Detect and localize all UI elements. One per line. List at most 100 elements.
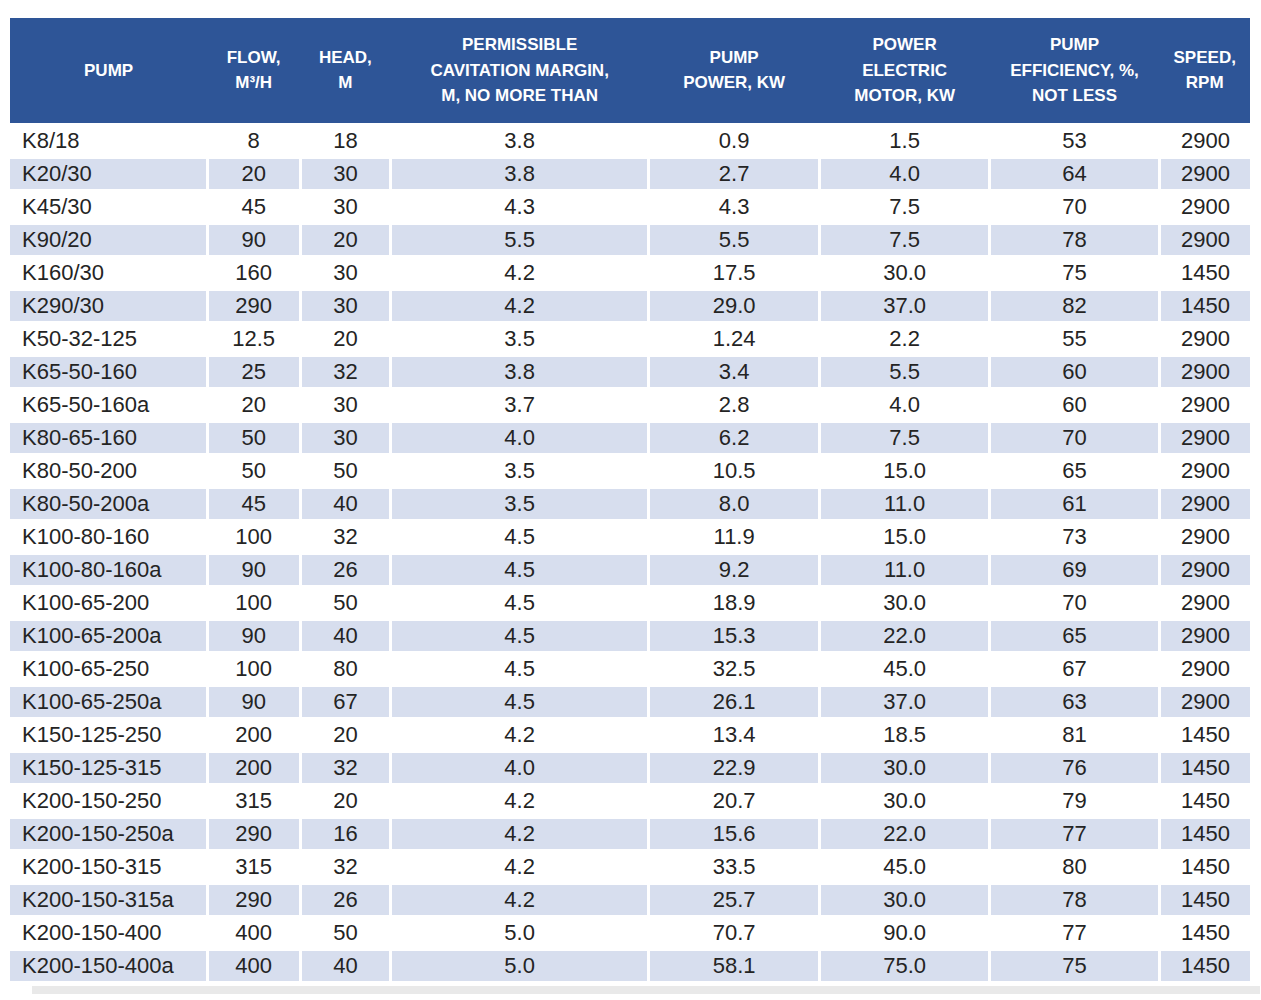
table-row: K80-50-20050503.510.515.0652900 (10, 454, 1250, 487)
table-row: K200-150-315a290264.225.730.0781450 (10, 883, 1250, 916)
pump-name-cell: K200-150-250 (10, 784, 207, 817)
table-cell: 8.0 (649, 487, 820, 520)
table-row: K100-80-160a90264.59.211.0692900 (10, 553, 1250, 586)
table-cell: 5.5 (649, 223, 820, 256)
table-cell: 20 (207, 157, 300, 190)
table-cell: 3.5 (391, 487, 649, 520)
table-row: K100-65-200100504.518.930.0702900 (10, 586, 1250, 619)
table-row: K50-32-12512.5203.51.242.2552900 (10, 322, 1250, 355)
table-cell: 30.0 (820, 751, 990, 784)
table-cell: 200 (207, 718, 300, 751)
table-cell: 20 (300, 223, 391, 256)
table-cell: 11.9 (649, 520, 820, 553)
table-cell: 32 (300, 520, 391, 553)
table-row: K65-50-16025323.83.45.5602900 (10, 355, 1250, 388)
pump-name-cell: K200-150-400 (10, 916, 207, 949)
table-cell: 30 (300, 190, 391, 223)
table-cell: 4.3 (391, 190, 649, 223)
table-cell: 30.0 (820, 883, 990, 916)
table-body: K8/188183.80.91.5532900K20/3020303.82.74… (10, 124, 1250, 982)
table-cell: 60 (990, 355, 1160, 388)
column-header-2: HEAD, M (300, 18, 391, 124)
table-cell: 45 (207, 190, 300, 223)
table-cell: 4.2 (391, 256, 649, 289)
table-row: K100-65-250100804.532.545.0672900 (10, 652, 1250, 685)
table-cell: 22.0 (820, 619, 990, 652)
table-cell: 4.5 (391, 619, 649, 652)
table-cell: 3.4 (649, 355, 820, 388)
table-cell: 63 (990, 685, 1160, 718)
table-cell: 4.2 (391, 850, 649, 883)
table-cell: 20.7 (649, 784, 820, 817)
table-row: K200-150-400a400405.058.175.0751450 (10, 949, 1250, 982)
table-cell: 3.8 (391, 157, 649, 190)
pump-name-cell: K100-80-160 (10, 520, 207, 553)
table-cell: 2900 (1159, 322, 1250, 355)
table-cell: 2900 (1159, 619, 1250, 652)
table-cell: 10.5 (649, 454, 820, 487)
table-cell: 30 (300, 289, 391, 322)
table-cell: 5.0 (391, 949, 649, 982)
table-cell: 4.5 (391, 520, 649, 553)
table-cell: 100 (207, 652, 300, 685)
table-cell: 2900 (1159, 388, 1250, 421)
column-header-7: SPEED, RPM (1159, 18, 1250, 124)
table-cell: 30 (300, 421, 391, 454)
table-cell: 70 (990, 421, 1160, 454)
table-cell: 2900 (1159, 355, 1250, 388)
pump-name-cell: K8/18 (10, 124, 207, 157)
table-cell: 55 (990, 322, 1160, 355)
table-cell: 2900 (1159, 487, 1250, 520)
table-cell: 7.5 (820, 190, 990, 223)
table-cell: 4.2 (391, 883, 649, 916)
table-row: K80-50-200a45403.58.011.0612900 (10, 487, 1250, 520)
table-cell: 4.2 (391, 784, 649, 817)
table-cell: 22.0 (820, 817, 990, 850)
table-cell: 4.0 (391, 421, 649, 454)
table-cell: 82 (990, 289, 1160, 322)
pump-name-cell: K100-65-200a (10, 619, 207, 652)
table-cell: 58.1 (649, 949, 820, 982)
table-cell: 4.5 (391, 652, 649, 685)
table-row: K20/3020303.82.74.0642900 (10, 157, 1250, 190)
table-cell: 53 (990, 124, 1160, 157)
table-cell: 8 (207, 124, 300, 157)
table-cell: 200 (207, 751, 300, 784)
table-cell: 15.6 (649, 817, 820, 850)
pump-name-cell: K80-50-200a (10, 487, 207, 520)
table-cell: 1.24 (649, 322, 820, 355)
table-cell: 7.5 (820, 421, 990, 454)
pump-name-cell: K160/30 (10, 256, 207, 289)
table-cell: 65 (990, 454, 1160, 487)
table-cell: 30.0 (820, 586, 990, 619)
table-cell: 70.7 (649, 916, 820, 949)
table-cell: 2900 (1159, 124, 1250, 157)
table-cell: 32 (300, 751, 391, 784)
table-cell: 20 (300, 718, 391, 751)
table-cell: 2900 (1159, 652, 1250, 685)
table-cell: 290 (207, 289, 300, 322)
table-cell: 20 (300, 322, 391, 355)
pump-name-cell: K200-150-315a (10, 883, 207, 916)
table-row: K90/2090205.55.57.5782900 (10, 223, 1250, 256)
table-cell: 6.2 (649, 421, 820, 454)
table-cell: 60 (990, 388, 1160, 421)
table-cell: 4.0 (820, 157, 990, 190)
table-cell: 2900 (1159, 223, 1250, 256)
table-cell: 1450 (1159, 718, 1250, 751)
table-cell: 4.2 (391, 718, 649, 751)
table-row: K200-150-250315204.220.730.0791450 (10, 784, 1250, 817)
table-cell: 75.0 (820, 949, 990, 982)
table-cell: 11.0 (820, 553, 990, 586)
column-header-1: FLOW, M³/H (207, 18, 300, 124)
table-cell: 1450 (1159, 784, 1250, 817)
table-cell: 15.3 (649, 619, 820, 652)
table-cell: 0.9 (649, 124, 820, 157)
table-cell: 50 (207, 454, 300, 487)
table-cell: 67 (990, 652, 1160, 685)
table-cell: 2900 (1159, 520, 1250, 553)
table-cell: 400 (207, 949, 300, 982)
table-row: K100-80-160100324.511.915.0732900 (10, 520, 1250, 553)
table-cell: 22.9 (649, 751, 820, 784)
table-cell: 30 (300, 157, 391, 190)
